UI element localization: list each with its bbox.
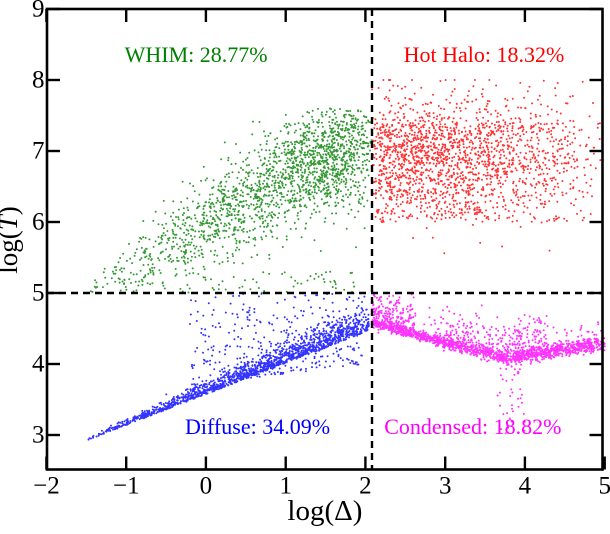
svg-text:log(T): log(T) bbox=[0, 206, 23, 274]
svg-text:log(Δ): log(Δ) bbox=[287, 495, 362, 527]
svg-text:Hot Halo: 18.32%: Hot Halo: 18.32% bbox=[404, 42, 565, 67]
svg-text:WHIM: 28.77%: WHIM: 28.77% bbox=[125, 42, 268, 67]
svg-text:8: 8 bbox=[32, 67, 45, 94]
svg-text:6: 6 bbox=[32, 209, 45, 236]
svg-text:5: 5 bbox=[32, 280, 45, 307]
svg-text:4: 4 bbox=[32, 351, 45, 378]
svg-text:4: 4 bbox=[519, 473, 532, 500]
svg-text:7: 7 bbox=[32, 138, 45, 165]
svg-text:Diffuse: 34.09%: Diffuse: 34.09% bbox=[185, 414, 330, 439]
svg-text:−1: −1 bbox=[113, 473, 140, 500]
svg-text:3: 3 bbox=[32, 422, 45, 449]
svg-text:−2: −2 bbox=[33, 473, 60, 500]
svg-text:Condensed: 18.82%: Condensed: 18.82% bbox=[384, 414, 561, 439]
svg-text:9: 9 bbox=[32, 0, 45, 23]
svg-text:5: 5 bbox=[598, 473, 610, 500]
svg-text:0: 0 bbox=[200, 473, 213, 500]
svg-text:3: 3 bbox=[439, 473, 452, 500]
